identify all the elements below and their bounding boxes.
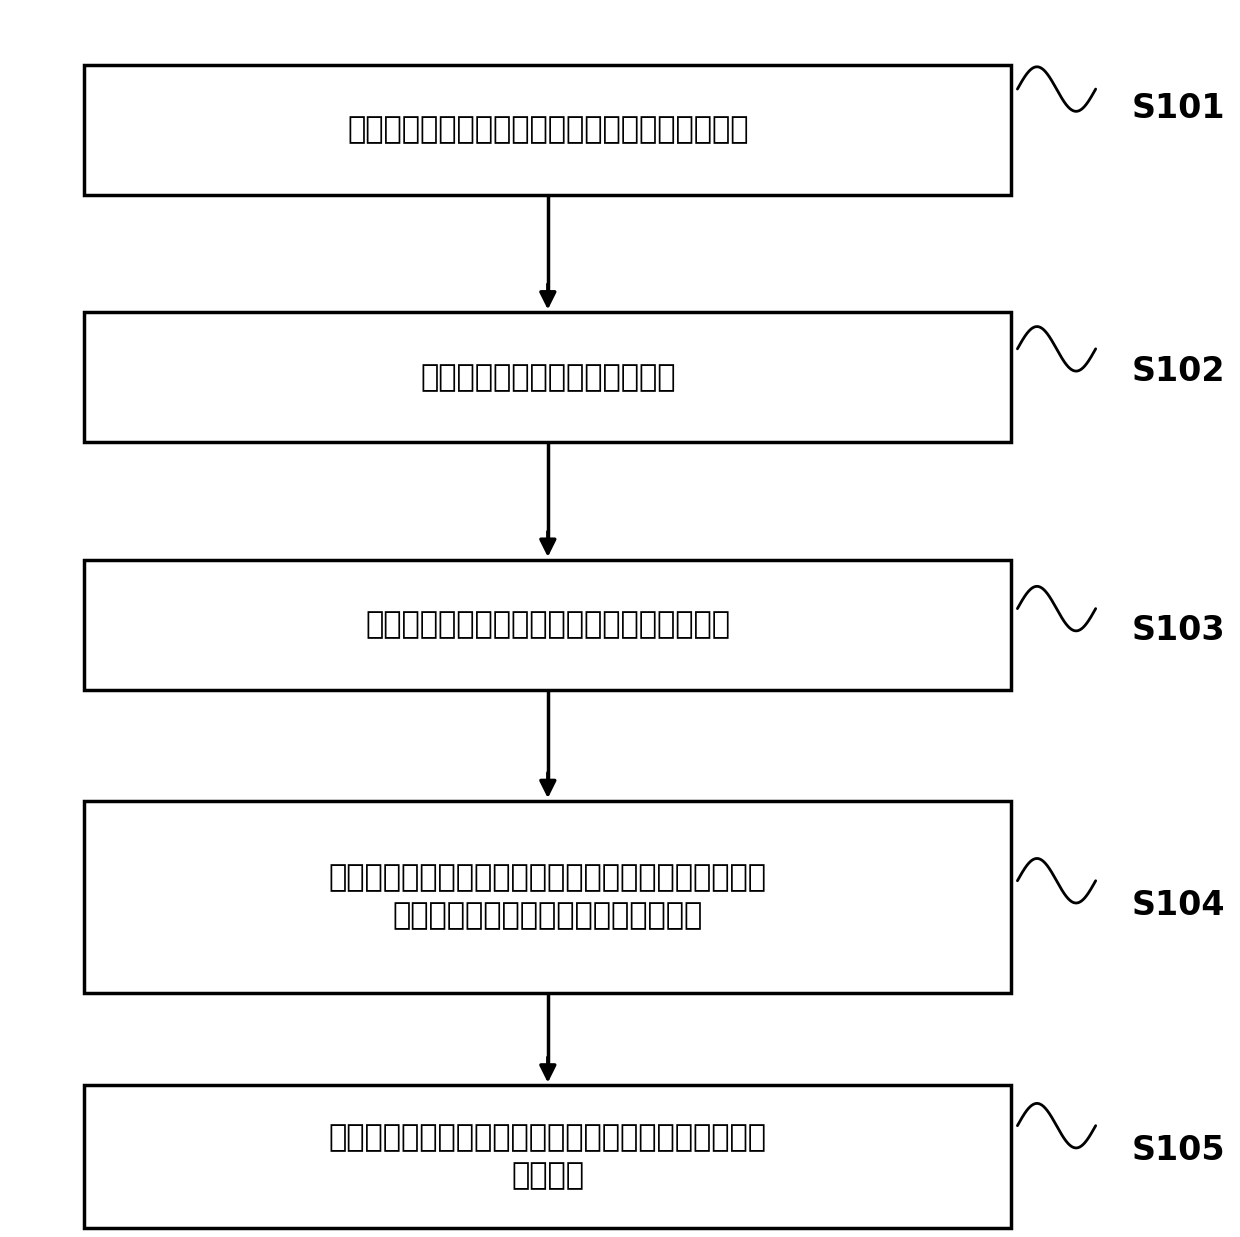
Text: S103: S103	[1132, 615, 1225, 647]
Text: S102: S102	[1132, 355, 1225, 387]
Bar	[84, 559, 1012, 690]
Bar	[84, 802, 1012, 992]
Bar	[84, 313, 1012, 443]
Text: 根据所述设备标识确定用户信息: 根据所述设备标识确定用户信息	[420, 362, 676, 392]
Bar	[84, 1086, 1012, 1227]
Text: S104: S104	[1132, 889, 1225, 922]
Bar	[84, 64, 1012, 194]
Text: S101: S101	[1132, 93, 1225, 125]
Text: 接收体征监测终端发送的生理体征数据和设备标识: 接收体征监测终端发送的生理体征数据和设备标识	[347, 115, 749, 145]
Text: S105: S105	[1132, 1134, 1225, 1166]
Text: 当所述生理体征数据位于预设生理体征范围外时，在预
设预警提示集合中确定脑卒中预警提示: 当所述生理体征数据位于预设生理体征范围外时，在预 设预警提示集合中确定脑卒中预警…	[329, 863, 766, 930]
Text: 将所述生理体征数据与预设生理体征范围比较: 将所述生理体征数据与预设生理体征范围比较	[366, 610, 730, 640]
Text: 将所述脑卒中预警提示发送给根据所述用户信息确定的
用户终端: 将所述脑卒中预警提示发送给根据所述用户信息确定的 用户终端	[329, 1123, 766, 1190]
